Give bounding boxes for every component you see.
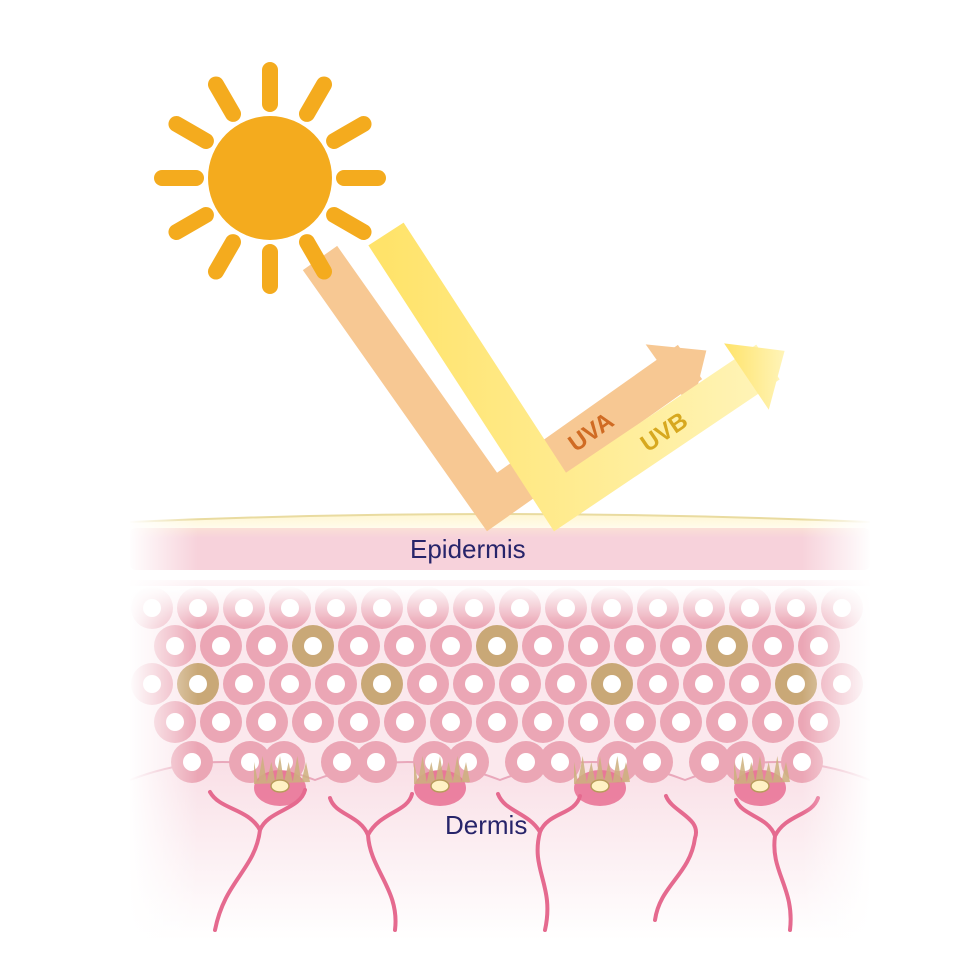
dermis-label: Dermis [445,810,527,841]
epidermis-label: Epidermis [410,534,526,565]
diagram-stage: UVAUVB Epidermis Dermis [0,0,980,980]
sun-icon [162,70,378,286]
